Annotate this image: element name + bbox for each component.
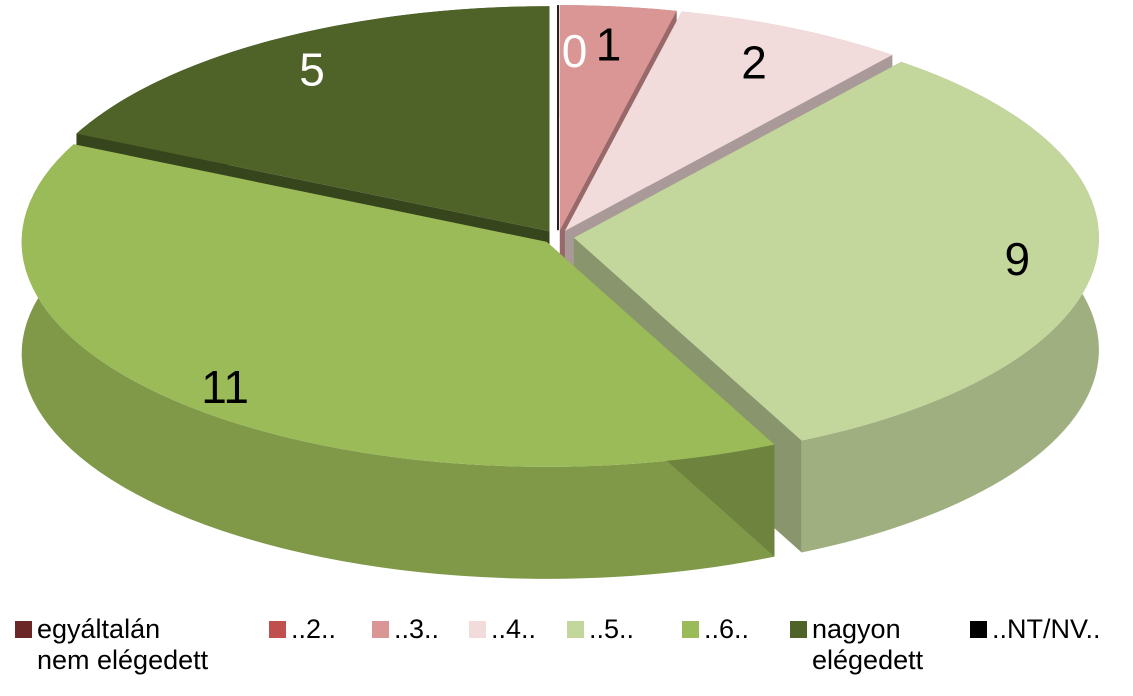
legend: egyáltalán nem elégedett ..2.. ..3.. ..4...… [0, 614, 1133, 696]
legend-swatch [372, 621, 389, 638]
legend-label: ..5.. [589, 614, 635, 644]
legend-swatch [567, 621, 584, 638]
data-label: 5 [299, 43, 325, 95]
legend-item: ..4.. [469, 614, 536, 645]
legend-swatch [269, 621, 286, 638]
data-label: 0 [562, 25, 588, 77]
pie-chart: 0 1 2 9 11 5 [21, 5, 1099, 579]
legend-item: ..NT/NV.. [970, 614, 1101, 645]
legend-swatch [682, 621, 699, 638]
data-label: 9 [1005, 233, 1031, 285]
legend-label: egyáltalán nem elégedett [37, 614, 209, 675]
legend-label: ..6.. [704, 614, 750, 644]
legend-label: nagyon elégedett [812, 614, 924, 675]
data-label: 1 [596, 19, 622, 71]
legend-label: ..4.. [491, 614, 537, 644]
legend-item: ..3.. [372, 614, 439, 645]
data-label: 2 [741, 37, 767, 89]
legend-item: egyáltalán nem elégedett [15, 614, 208, 676]
pie-tops [21, 5, 1099, 467]
legend-item: nagyon elégedett [790, 614, 923, 676]
legend-label: ..2.. [291, 614, 337, 644]
pie-labels: 0 1 2 9 11 5 [201, 19, 1030, 413]
legend-label: ..3.. [394, 614, 440, 644]
legend-swatch [15, 621, 32, 638]
pie-slice [559, 5, 677, 231]
pie-slice-side [21, 144, 775, 579]
legend-swatch [970, 621, 987, 638]
pie-slice [21, 144, 775, 467]
legend-swatch [790, 621, 807, 638]
legend-label: ..NT/NV.. [992, 614, 1101, 644]
pie-slice [573, 61, 1099, 441]
pie-slice [564, 11, 893, 231]
legend-item: ..6.. [682, 614, 749, 645]
legend-item: ..2.. [269, 614, 336, 645]
pie-slice [76, 6, 550, 232]
legend-item: ..5.. [567, 614, 634, 645]
legend-swatch [469, 621, 486, 638]
data-label: 11 [201, 361, 249, 413]
